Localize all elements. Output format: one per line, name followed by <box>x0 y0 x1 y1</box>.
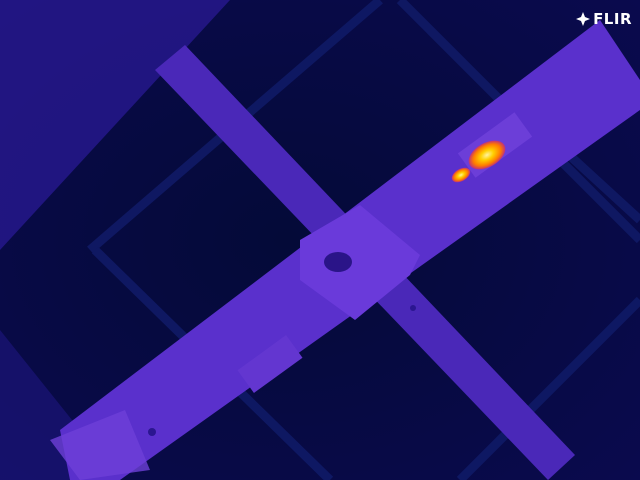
spot-dark-2 <box>148 428 156 436</box>
hot-spot-primary <box>468 140 506 170</box>
flir-flame-icon <box>576 12 591 26</box>
flir-logo: FLIR <box>576 10 632 28</box>
brand-label: FLIR <box>593 10 632 28</box>
warm-wall-region-lower <box>0 250 120 480</box>
bracket-lower <box>237 335 303 393</box>
hot-spot-secondary <box>451 167 471 183</box>
center-hub <box>300 205 420 320</box>
spot-dark-1 <box>410 305 416 311</box>
bar-end-left <box>50 410 150 480</box>
hub-hole <box>324 252 352 272</box>
